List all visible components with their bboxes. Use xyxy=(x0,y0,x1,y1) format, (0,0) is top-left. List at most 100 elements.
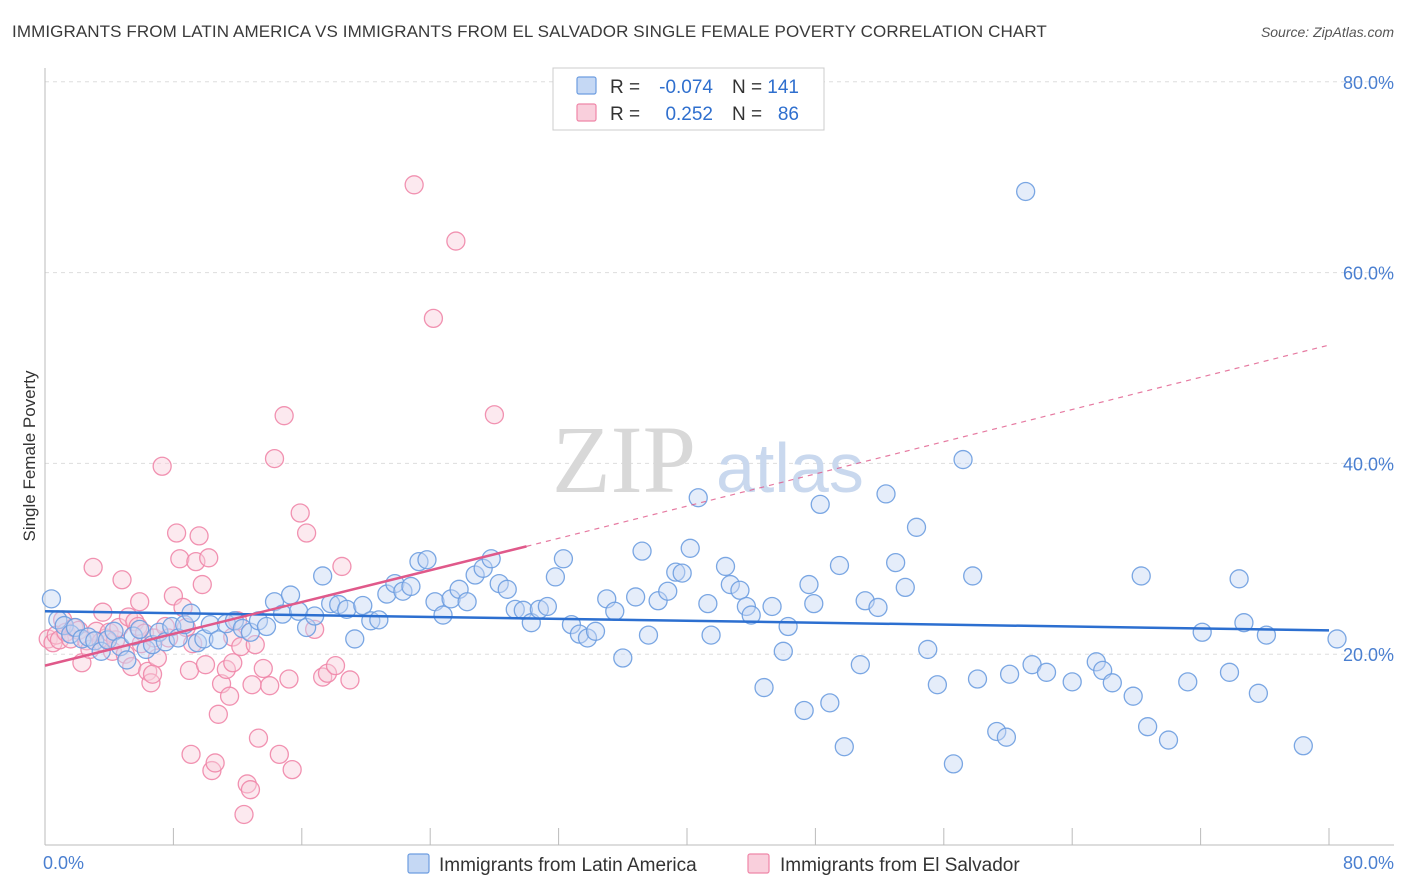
data-point xyxy=(1229,569,1249,589)
legend-r-label-1: R = xyxy=(610,77,640,98)
data-point xyxy=(269,744,289,765)
series-el-salvador-points xyxy=(38,175,505,825)
trend-line-el-salvador-extension xyxy=(526,344,1330,547)
data-point xyxy=(240,780,261,800)
x-tick-label-right: 80.0% xyxy=(1343,853,1394,873)
y-axis-title: Single Female Poverty xyxy=(20,370,39,542)
data-point xyxy=(1192,622,1212,642)
data-point xyxy=(680,538,700,558)
data-point xyxy=(762,596,782,617)
data-point xyxy=(778,616,798,637)
data-point xyxy=(1016,181,1036,202)
watermark: ZIP atlas xyxy=(552,406,864,513)
data-point xyxy=(632,541,652,561)
data-point xyxy=(279,669,299,689)
legend-n-label-2: N = xyxy=(732,104,762,125)
data-point xyxy=(834,737,854,757)
data-point xyxy=(208,704,228,724)
data-point xyxy=(130,592,150,612)
data-point xyxy=(967,669,988,689)
data-point xyxy=(605,601,625,621)
data-point xyxy=(698,593,718,614)
data-point xyxy=(1036,662,1057,682)
bottom-legend-swatch-pink xyxy=(747,853,770,874)
data-point xyxy=(142,664,163,684)
watermark-zip-text: ZIP xyxy=(552,406,696,513)
data-point xyxy=(1327,629,1347,649)
data-point xyxy=(545,567,566,587)
data-point xyxy=(446,231,466,251)
data-point xyxy=(810,494,830,515)
y-tick-label: 20.0% xyxy=(1343,645,1394,665)
data-point xyxy=(242,675,262,695)
legend-r-value-1: -0.074 xyxy=(659,77,713,98)
data-point xyxy=(658,581,678,601)
data-point xyxy=(688,488,708,508)
data-point xyxy=(918,639,938,660)
data-point xyxy=(497,579,517,599)
data-point xyxy=(987,721,1007,742)
data-point xyxy=(253,658,273,679)
source-label: Source: ZipAtlas.com xyxy=(1260,24,1394,40)
data-point xyxy=(353,595,373,616)
data-point xyxy=(170,549,190,569)
data-point xyxy=(927,675,948,695)
data-point xyxy=(895,577,915,598)
data-point xyxy=(313,566,333,586)
data-point xyxy=(237,774,257,794)
data-point xyxy=(715,556,736,577)
data-point xyxy=(741,605,761,625)
data-point xyxy=(280,585,301,605)
data-point xyxy=(465,565,485,585)
data-point xyxy=(886,552,906,573)
data-point xyxy=(205,753,225,773)
data-point xyxy=(943,754,964,774)
data-point xyxy=(192,574,212,595)
trend-lines xyxy=(44,344,1330,667)
data-point xyxy=(820,693,840,713)
legend-swatch-pink xyxy=(576,103,597,122)
data-point xyxy=(1062,672,1082,692)
data-point xyxy=(1102,673,1122,693)
x-tick-label-left: 0.0% xyxy=(43,853,84,873)
data-point xyxy=(194,629,214,649)
data-point xyxy=(282,759,302,780)
watermark-atlas-text: atlas xyxy=(716,429,864,507)
data-point xyxy=(799,574,819,595)
data-point xyxy=(613,648,633,668)
data-point xyxy=(1248,683,1269,703)
data-point xyxy=(804,593,824,614)
legend-box xyxy=(552,67,825,131)
y-tick-label: 80.0% xyxy=(1343,73,1394,93)
data-point xyxy=(345,629,365,649)
data-point xyxy=(260,676,280,696)
data-point xyxy=(248,728,269,748)
legend-n-value-2: 86 xyxy=(778,104,799,125)
bottom-legend-label-latin-america: Immigrants from Latin America xyxy=(439,855,697,876)
data-point xyxy=(189,526,209,546)
data-point xyxy=(963,566,983,586)
data-point xyxy=(404,175,424,195)
trend-line-el-salvador xyxy=(44,545,527,667)
data-point xyxy=(1178,672,1198,692)
data-point xyxy=(829,555,850,576)
data-point xyxy=(423,308,444,329)
data-point xyxy=(1293,736,1313,756)
data-point xyxy=(245,634,265,655)
data-point xyxy=(130,619,150,640)
data-point xyxy=(1158,730,1179,750)
data-point xyxy=(179,660,200,681)
data-point xyxy=(457,592,477,612)
data-point xyxy=(112,570,132,590)
axes xyxy=(44,68,1394,846)
data-point xyxy=(666,562,686,582)
data-point xyxy=(208,630,228,650)
data-point xyxy=(264,448,285,469)
legend-r-value-2: 0.252 xyxy=(665,104,713,125)
data-point xyxy=(433,605,453,625)
data-point xyxy=(906,517,927,537)
data-point xyxy=(773,641,793,661)
data-point xyxy=(83,557,103,578)
chart-title: IMMIGRANTS FROM LATIN AMERICA VS IMMIGRA… xyxy=(12,22,1047,41)
data-point xyxy=(868,597,888,618)
